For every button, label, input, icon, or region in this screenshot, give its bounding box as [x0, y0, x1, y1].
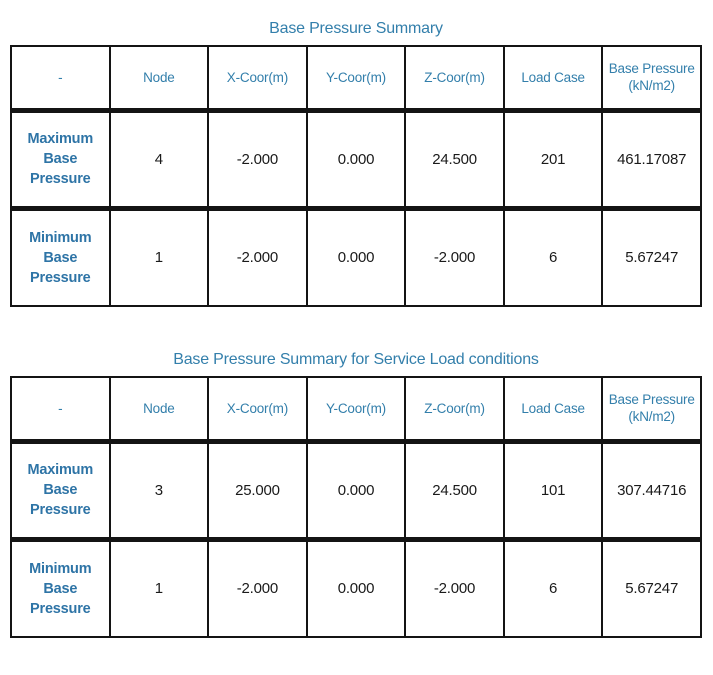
base-pressure-summary-table: - Node X-Coor(m) Y-Coor(m) Z-Coor(m) Loa…: [10, 45, 702, 307]
service-load-summary-section: Base Pressure Summary for Service Load c…: [10, 349, 702, 638]
data-cell-base-pressure: 307.44716: [601, 440, 702, 540]
row-label-cell: Maximum Base Pressure: [10, 109, 111, 209]
service-load-summary-table: - Node X-Coor(m) Y-Coor(m) Z-Coor(m) Loa…: [10, 376, 702, 638]
header-cell-load-case: Load Case: [502, 45, 604, 113]
data-cell-z-coor: 24.500: [404, 109, 505, 209]
data-cell-base-pressure: 461.17087: [601, 109, 702, 209]
table-row-maximum: Maximum Base Pressure 3 25.000 0.000 24.…: [10, 440, 702, 540]
header-cell-base-pressure: Base Pressure (kN/m2): [601, 376, 702, 444]
data-cell-x-coor: -2.000: [207, 205, 308, 307]
data-cell-z-coor: -2.000: [404, 536, 505, 638]
data-cell-node: 4: [108, 109, 210, 209]
header-cell-z-coor: Z-Coor(m): [404, 376, 505, 444]
data-cell-x-coor: -2.000: [207, 536, 308, 638]
header-cell-y-coor: Y-Coor(m): [305, 45, 407, 113]
table-header-row: - Node X-Coor(m) Y-Coor(m) Z-Coor(m) Loa…: [10, 376, 702, 444]
table-header-row: - Node X-Coor(m) Y-Coor(m) Z-Coor(m) Loa…: [10, 45, 702, 113]
data-cell-y-coor: 0.000: [305, 536, 407, 638]
data-cell-node: 1: [108, 536, 210, 638]
header-cell-node: Node: [108, 45, 210, 113]
row-label-cell: Maximum Base Pressure: [10, 440, 111, 540]
data-cell-z-coor: 24.500: [404, 440, 505, 540]
row-label-cell: Minimum Base Pressure: [10, 205, 111, 307]
header-cell-x-coor: X-Coor(m): [207, 45, 308, 113]
data-cell-load-case: 6: [502, 205, 604, 307]
data-cell-z-coor: -2.000: [404, 205, 505, 307]
data-cell-y-coor: 0.000: [305, 109, 407, 209]
data-cell-x-coor: 25.000: [207, 440, 308, 540]
table-title: Base Pressure Summary for Service Load c…: [173, 351, 539, 368]
header-cell-load-case: Load Case: [502, 376, 604, 444]
base-pressure-summary-section: Base Pressure Summary - Node X-Coor(m) Y…: [10, 18, 702, 307]
data-cell-node: 3: [108, 440, 210, 540]
data-cell-load-case: 6: [502, 536, 604, 638]
data-cell-load-case: 201: [502, 109, 604, 209]
header-cell-dash: -: [10, 45, 111, 113]
data-cell-y-coor: 0.000: [305, 440, 407, 540]
data-cell-node: 1: [108, 205, 210, 307]
header-cell-z-coor: Z-Coor(m): [404, 45, 505, 113]
table-row-minimum: Minimum Base Pressure 1 -2.000 0.000 -2.…: [10, 205, 702, 307]
table-row-minimum: Minimum Base Pressure 1 -2.000 0.000 -2.…: [10, 536, 702, 638]
header-cell-base-pressure: Base Pressure (kN/m2): [601, 45, 702, 113]
data-cell-x-coor: -2.000: [207, 109, 308, 209]
data-cell-y-coor: 0.000: [305, 205, 407, 307]
header-cell-y-coor: Y-Coor(m): [305, 376, 407, 444]
data-cell-base-pressure: 5.67247: [601, 536, 702, 638]
header-cell-x-coor: X-Coor(m): [207, 376, 308, 444]
data-cell-base-pressure: 5.67247: [601, 205, 702, 307]
header-cell-node: Node: [108, 376, 210, 444]
data-cell-load-case: 101: [502, 440, 604, 540]
row-label-cell: Minimum Base Pressure: [10, 536, 111, 638]
table-title: Base Pressure Summary: [269, 20, 443, 37]
table-row-maximum: Maximum Base Pressure 4 -2.000 0.000 24.…: [10, 109, 702, 209]
header-cell-dash: -: [10, 376, 111, 444]
